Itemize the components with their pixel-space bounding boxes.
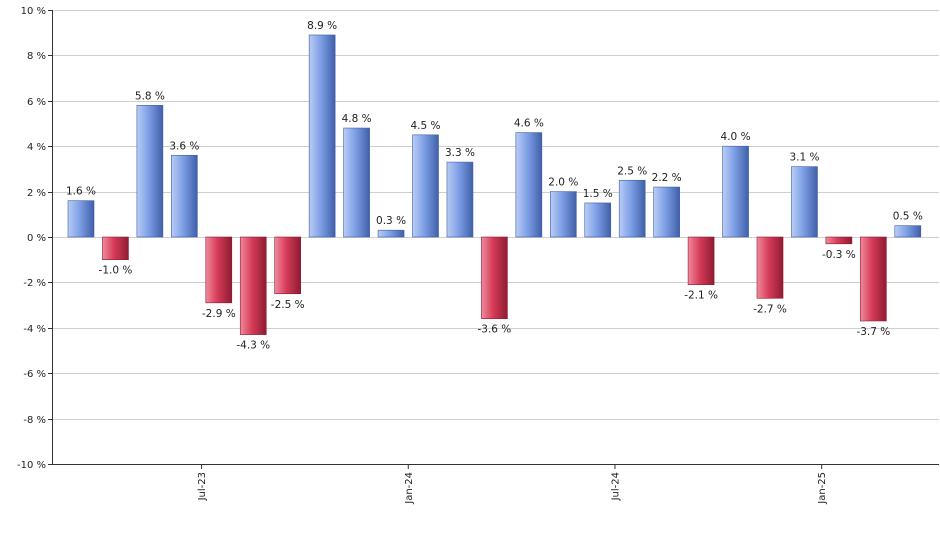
data-label: -2.5 % [271,299,305,311]
y-tick-label: 0 % [27,233,46,244]
bar [722,145,749,238]
data-label: 1.5 % [583,188,613,200]
bars [67,34,922,335]
data-label: -2.1 % [684,290,718,302]
data-label: 4.0 % [721,131,751,143]
data-label: 4.8 % [342,113,372,125]
axes [52,10,939,465]
data-label: -1.0 % [99,265,133,277]
bar [894,225,922,238]
bar [343,127,370,238]
data-label: 3.1 % [789,152,819,164]
data-label: -0.3 % [822,249,856,261]
bar [205,236,233,304]
x-tick-label: Jan-25 [817,472,828,505]
bar [687,236,715,285]
bar [618,179,646,238]
bar [446,161,474,238]
data-labels: 1.6 % -1.0 % 5.8 % 3.6 % -2.9 % -4.3 % -2.5 % 8… [66,20,923,352]
data-label: 0.5 % [893,211,923,223]
data-label: 5.8 % [135,90,165,102]
data-label: -2.9 % [202,308,236,320]
y-tick-label: 6 % [27,97,46,108]
data-label: 2.5 % [617,165,647,177]
bar [860,236,887,322]
y-tick-label: 10 % [21,6,46,17]
bar [549,191,577,238]
y-tick-label: 2 % [27,188,46,199]
bar [102,236,129,261]
bar [412,134,439,238]
data-label: 3.6 % [169,140,199,152]
y-tick-label: -2 % [23,278,46,289]
data-label: 3.3 % [445,147,475,159]
x-tick-label: Jan-24 [404,472,415,505]
data-label: 8.9 % [307,20,337,32]
bar [653,186,680,238]
bar [515,132,543,238]
x-tick-label: Jul-23 [197,472,208,501]
data-label: -4.3 % [236,340,270,352]
data-label: -3.7 % [856,326,890,338]
bar [67,200,95,238]
bar [791,166,818,238]
y-axis-tick-labels: 10 % 8 % 6 % 4 % 2 % 0 % -2 % -4 % -6 % -8 % -10 % [17,6,46,471]
bar [481,236,508,320]
data-label: 4.6 % [514,118,544,130]
y-tick-label: 4 % [27,142,46,153]
bar [308,34,336,238]
bar [171,154,198,238]
bar [756,236,784,299]
bar [825,236,853,245]
y-tick-label: -8 % [23,415,46,426]
bar [239,236,267,335]
y-tick-label: -6 % [23,369,46,380]
y-tick-label: 8 % [27,51,46,62]
bar [584,202,612,238]
y-tick-label: -4 % [23,324,46,335]
bar [274,236,302,295]
data-label: 1.6 % [66,186,96,198]
bar [377,229,405,238]
data-label: 2.2 % [652,172,682,184]
bar [136,105,164,238]
y-tick-label: -10 % [17,460,46,471]
data-label: 4.5 % [410,120,440,132]
data-label: 2.0 % [548,177,578,189]
data-label: -3.6 % [477,324,511,336]
data-label: 0.3 % [376,215,406,227]
data-label: -2.7 % [753,303,787,315]
x-axis-tick-labels: Jul-23 Jan-24 Jul-24 Jan-25 [197,464,828,505]
x-tick-label: Jul-24 [610,472,621,501]
